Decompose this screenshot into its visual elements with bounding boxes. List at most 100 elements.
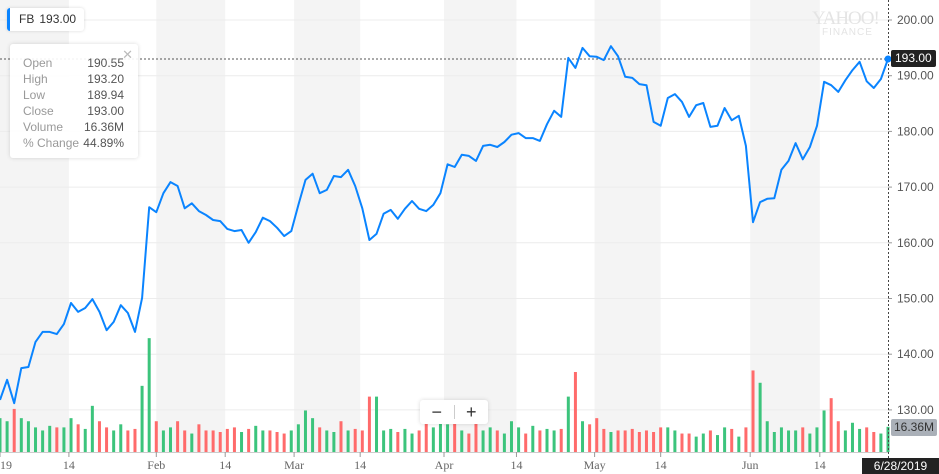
month-band xyxy=(294,0,361,452)
y-tick-label: 130.00 xyxy=(897,403,934,417)
volume-bar xyxy=(637,432,641,452)
volume-bar xyxy=(581,421,585,452)
zoom-out-button[interactable]: − xyxy=(431,402,442,422)
volume-bar xyxy=(502,433,506,452)
volume-bar xyxy=(694,436,698,452)
volume-bar xyxy=(69,418,73,452)
volume-bar xyxy=(879,433,883,452)
volume-bar xyxy=(602,428,606,452)
volume-bar xyxy=(446,424,450,452)
volume-bar xyxy=(353,428,357,452)
volume-bar xyxy=(282,433,286,452)
ticker-symbol: FB xyxy=(19,12,35,26)
volume-bar xyxy=(431,427,435,452)
volume-bar xyxy=(850,422,854,452)
volume-bar xyxy=(779,427,783,452)
volume-bar xyxy=(396,432,400,452)
ticker-badge[interactable]: FB 193.00 xyxy=(7,8,85,31)
month-band xyxy=(594,0,661,452)
volume-bar xyxy=(48,425,52,452)
volume-bar xyxy=(616,430,620,452)
x-tick-label: 14 xyxy=(510,458,522,472)
label: High xyxy=(23,72,48,86)
finance-logo: FINANCE xyxy=(822,27,873,38)
volume-bar xyxy=(453,421,457,452)
y-tick-label: 140.00 xyxy=(897,347,934,361)
y-tick-label: 160.00 xyxy=(897,236,934,250)
volume-bar xyxy=(303,410,307,452)
volume-bar xyxy=(488,427,492,452)
volume-bar xyxy=(794,430,798,452)
volume-bar xyxy=(467,433,471,452)
volume-bar xyxy=(808,433,812,452)
volume-bar xyxy=(332,432,336,452)
y-tick-label: 190.00 xyxy=(897,69,934,83)
volume-bar xyxy=(474,415,478,452)
volume-bar xyxy=(240,432,244,452)
volume-bar xyxy=(438,418,442,452)
volume-bar xyxy=(495,430,499,452)
price-line xyxy=(0,45,889,405)
volume-bar xyxy=(382,430,386,452)
volume-bar xyxy=(666,427,670,452)
x-tick-label: 14 xyxy=(219,458,231,472)
volume-bar xyxy=(865,427,869,452)
volume-bar xyxy=(538,430,542,452)
volume-bar xyxy=(183,430,187,452)
volume-bar xyxy=(41,430,45,452)
volume-bar xyxy=(680,433,684,452)
volume-bar xyxy=(531,425,535,452)
volume-bar xyxy=(630,428,634,452)
label: Volume xyxy=(23,120,64,134)
volume-bar xyxy=(197,424,201,452)
volume-bar xyxy=(701,433,705,452)
volume-bar xyxy=(460,430,464,452)
volume-bar xyxy=(716,435,720,452)
x-tick-label: 14 xyxy=(814,458,826,472)
tooltip-row-close: Close 193.00 xyxy=(23,104,124,120)
volume-bar xyxy=(424,421,428,452)
volume-bar xyxy=(204,430,208,452)
x-tick-label: Mar xyxy=(284,458,304,472)
x-tick-label: 14 xyxy=(63,458,75,472)
volume-bar xyxy=(524,433,528,452)
volume-bar xyxy=(5,421,9,452)
volume-bar xyxy=(829,398,833,452)
tooltip-row-change: % Change 44.89% xyxy=(23,136,124,152)
volume-bar xyxy=(552,430,556,452)
volume-bar xyxy=(325,430,329,452)
current-volume-tag: 16.36M xyxy=(891,419,938,436)
volume-bar xyxy=(261,430,265,452)
volume-bar xyxy=(673,430,677,452)
volume-bar xyxy=(787,430,791,452)
volume-bar xyxy=(34,427,38,452)
volume-bar xyxy=(765,421,769,452)
volume-bar xyxy=(403,428,407,452)
volume-bar xyxy=(623,430,627,452)
volume-bar xyxy=(360,430,364,452)
volume-bar xyxy=(12,408,16,452)
volume-bar xyxy=(843,430,847,452)
close-icon[interactable]: ✕ xyxy=(122,47,133,62)
volume-bar xyxy=(346,430,350,452)
volume-bar xyxy=(836,421,840,452)
yahoo-logo: YAHOO! xyxy=(812,8,880,29)
volume-bar xyxy=(296,424,300,452)
tooltip-row-volume: Volume 16.36M xyxy=(23,120,124,136)
x-tick-label: 14 xyxy=(354,458,366,472)
value: 193.00 xyxy=(87,104,124,118)
volume-bar xyxy=(232,427,236,452)
value: 16.36M xyxy=(83,120,124,134)
volume-bar xyxy=(481,430,485,452)
volume-bar xyxy=(509,421,513,452)
volume-bar xyxy=(140,385,144,452)
volume-bar xyxy=(723,427,727,452)
volume-bar xyxy=(417,430,421,452)
x-tick-label: 2019 xyxy=(0,458,12,472)
volume-bar xyxy=(573,372,577,452)
zoom-in-button[interactable]: + xyxy=(465,402,477,422)
volume-bar xyxy=(26,421,30,452)
tooltip-panel: ✕ Open 190.55 High 193.20 Low 189.94 Close 1… xyxy=(10,44,138,158)
